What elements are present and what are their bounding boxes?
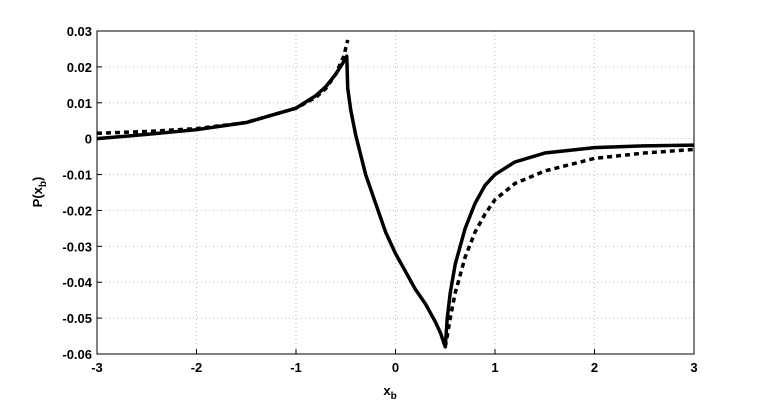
x-tick-label: 1 (491, 360, 498, 375)
y-tick-label: -0.02 (62, 203, 92, 218)
y-tick-label: 0.03 (67, 24, 92, 39)
y-tick-label: -0.01 (62, 168, 92, 183)
x-label-main: x (383, 383, 391, 398)
lines (96, 39, 695, 349)
x-axis-label: xb (383, 383, 396, 402)
y-tick-label: -0.05 (62, 311, 92, 326)
y-axis-label: P(xb) (30, 177, 49, 208)
x-label-sub: b (391, 391, 397, 402)
y-label-main: P(x (30, 186, 45, 207)
x-tick-label: -3 (91, 360, 103, 375)
y-tick-label: -0.04 (62, 275, 92, 290)
data-line (96, 39, 695, 348)
y-tick-label: -0.06 (62, 347, 92, 362)
y-label-sub: b (38, 181, 49, 187)
x-tick-label: -1 (290, 360, 302, 375)
x-tick-label: 2 (591, 360, 598, 375)
x-tick-label: 3 (690, 360, 697, 375)
ticks: -3 -2 -1 0 1 2 3 -0.06 -0.05 -0.04 -0.03 -0.02 -0.01… (62, 24, 697, 375)
x-tick-label: -2 (191, 360, 203, 375)
y-label-tail: ) (30, 177, 45, 181)
x-tick-label: 0 (392, 360, 399, 375)
y-tick-label: 0 (85, 132, 92, 147)
y-tick-label: 0.02 (67, 60, 92, 75)
y-tick-label: 0.01 (67, 96, 92, 111)
y-tick-label: -0.03 (62, 239, 92, 254)
plot-area (97, 31, 694, 354)
